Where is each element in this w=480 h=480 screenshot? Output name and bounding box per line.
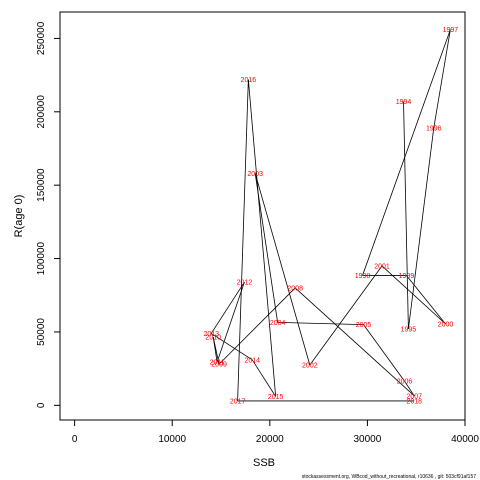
segment-1996-1997 [433, 29, 451, 129]
point-label-2002: 2002 [302, 362, 318, 369]
segment-2012-2013 [210, 281, 245, 334]
segment-1997-1998 [362, 29, 451, 276]
point-label-2018: 2018 [406, 398, 422, 405]
point-label-2016: 2016 [241, 77, 257, 84]
point-label-2000: 2000 [438, 321, 454, 328]
point-label-2006: 2006 [397, 379, 413, 386]
point-label-1996: 1996 [426, 125, 442, 132]
footer-text: stockassessment.org, WBcod_without_recre… [302, 474, 476, 480]
segment-2015-2016 [247, 79, 277, 397]
segment-2014-2015 [251, 359, 277, 397]
segment-2000-2001 [381, 265, 446, 325]
point-label-2008: 2008 [287, 285, 303, 292]
segment-2006-2007 [404, 380, 415, 397]
y-tick-label: 0 [36, 402, 47, 408]
point-label-1997: 1997 [443, 27, 459, 34]
x-tick-label: 0 [72, 434, 78, 445]
point-label-1995: 1995 [401, 327, 417, 334]
point-label-2001: 2001 [374, 263, 390, 270]
y-tick-label: 200000 [36, 95, 47, 129]
point-label-2014: 2014 [244, 357, 260, 364]
segment-1999-2000 [406, 275, 446, 325]
x-axis: 0 10000 20000 30000 40000 [72, 420, 479, 445]
y-axis: 0 50000 100000 150000 200000 250000 [36, 21, 60, 408]
y-tick-label: 250000 [36, 21, 47, 55]
segment-2005-2006 [363, 324, 405, 382]
y-tick-label: 50000 [36, 318, 47, 346]
x-tick-label: 30000 [354, 434, 382, 445]
x-axis-title: SSB [253, 457, 275, 469]
point-label-2011: 2011 [210, 360, 225, 367]
segment-2016-2017 [237, 79, 249, 401]
y-tick-label: 100000 [36, 241, 47, 275]
segment-2002-2003 [254, 173, 311, 366]
segment-1995-1996 [408, 127, 435, 330]
point-label-2009: 2009 [211, 362, 227, 369]
point-label-2005: 2005 [356, 322, 372, 329]
y-axis-title: R(age 0) [13, 195, 25, 238]
x-tick-label: 10000 [158, 434, 186, 445]
y-tick-label: 150000 [36, 168, 47, 202]
point-label-2017: 2017 [230, 398, 246, 405]
plot-frame [59, 11, 466, 421]
point-label-2013: 2013 [203, 331, 219, 338]
segment-2011-2012 [216, 281, 245, 363]
point-label-2010: 2010 [205, 335, 221, 342]
x-tick-label: 40000 [451, 434, 479, 445]
x-tick-label: 20000 [256, 434, 284, 445]
point-label-2007: 2007 [406, 393, 422, 400]
point-label-1999: 1999 [399, 273, 415, 280]
point-label-2012: 2012 [237, 280, 253, 287]
point-label-2015: 2015 [268, 394, 284, 401]
segment-2013-2014 [211, 333, 253, 361]
segment-2007-2008 [294, 287, 415, 397]
segment-2008-2009 [218, 287, 296, 365]
point-label-2004: 2004 [270, 320, 286, 327]
point-label-1994: 1994 [396, 99, 412, 106]
segment-2001-2002 [309, 265, 383, 366]
segment-1994-1995 [403, 101, 409, 330]
point-label-2003: 2003 [247, 171, 263, 178]
stock-recruit-path [210, 29, 451, 402]
segment-2004-2005 [277, 322, 364, 326]
point-label-1998: 1998 [355, 273, 371, 280]
segment-2010-2011 [212, 337, 218, 363]
year-labels: 1997 1998 1999 2000 2001 1995 1996 1994 2002 2003… [203, 27, 458, 405]
